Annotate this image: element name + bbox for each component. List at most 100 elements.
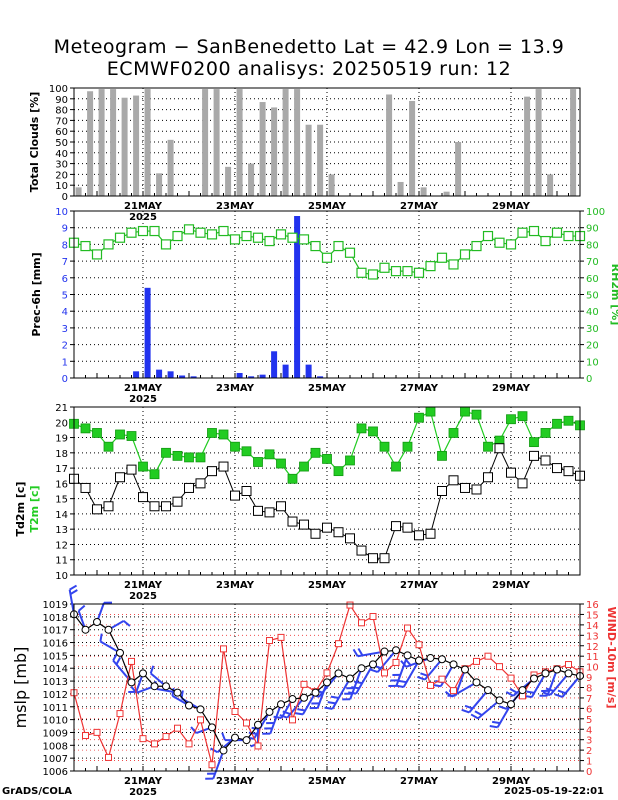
wind-barb-flag [545,687,554,693]
t2m-point [529,437,539,448]
mslp-point [300,693,308,702]
mslp-point [208,723,216,732]
cloud-bar [271,107,278,196]
temp-ytick-label: 15 [55,495,68,506]
clouds-xtick-label: 27MAY [400,201,439,212]
rh-ytick-label: 100 [586,207,605,218]
cloud-bar [420,187,427,196]
wind-point [450,687,457,695]
mslp-point [380,647,389,656]
wind-point [392,658,400,666]
temp-ytick-label: 10 [55,571,68,582]
pressure-xtick-label: 23MAY [216,776,255,787]
temp-xtick-label: 27MAY [400,580,439,591]
wind-barb-flag [99,633,103,642]
cloud-bar [156,173,163,196]
temp-xtick-label: 23MAY [216,580,255,591]
wind-barb-flag [509,687,518,694]
temp-xtick-label: 21MAY [124,580,163,591]
mslp-point [127,678,136,687]
footer-right: 2025-05-19-22:01 [504,786,604,797]
td2m-point [540,455,551,466]
temp-ytick-label: 13 [55,525,68,536]
cloud-bar [236,89,243,196]
td2m-point [115,472,125,483]
pressure-ytick-label: 1014 [43,664,68,675]
td2m-point [391,521,401,532]
wind-ytick-label: 13 [586,631,599,642]
wind-barb-flag [282,710,291,716]
precip-xtick-label: 25MAY [308,383,347,394]
temp-ytick-label: 21 [55,403,68,414]
mslp-point [357,664,366,673]
chart-subtitle: ECMWF0200 analisys: 20250519 run: 12 [106,58,512,80]
td2m-point [80,482,91,493]
rh-point [356,267,367,278]
rh-point [436,252,448,263]
t2m-point [506,414,516,425]
mslp-point [541,669,550,678]
clouds-ytick-label: 20 [55,170,68,181]
rh-point [310,240,321,252]
rh-point [252,232,264,243]
mslp-point [93,617,101,626]
wind-ytick-label: 14 [586,621,599,632]
pressure-ytick-label: 1006 [43,767,68,778]
rh-point [448,259,459,270]
temp-xtick-label: 25MAY [308,580,347,591]
cloud-bar [535,89,542,196]
cloud-bar [213,89,220,196]
rh-point [425,261,436,272]
precip-ytick-label: 0 [62,374,68,385]
t2m-point [345,455,355,466]
t2m-point [563,415,574,426]
wind-ytick-label: 12 [586,642,599,653]
rh-point [551,227,563,238]
td2m-point [218,461,229,472]
cloud-bar [524,96,531,196]
td2m-point [149,501,160,512]
mslp-point [564,669,573,678]
t2m-ylabel: T2m [c] [28,485,41,532]
wind-barb-flag [273,715,282,719]
mslp-point [553,665,561,674]
t2m-point [322,454,332,464]
pressure-ytick-label: 1012 [43,690,68,701]
t2m-point [92,428,102,438]
wind-barb-flag [294,712,304,716]
clouds-ytick-label: 0 [62,192,68,203]
rh-point [229,234,241,245]
cloud-bar [202,89,209,196]
wind-barb-flag [348,691,357,695]
td2m-point [494,443,505,454]
clouds-ytick-label: 90 [55,95,68,106]
precip-bar [305,364,312,378]
wind-point [185,740,193,748]
mslp-point [185,701,193,710]
temp-xtick-year: 2025 [129,591,157,602]
precip-xtick-year: 2025 [129,394,157,405]
clouds-xtick-label: 29MAY [492,201,531,212]
wind-barb-flag [417,676,426,681]
t2m-point [218,429,229,440]
mslp-point [530,674,538,683]
chart-title: Meteogram − SanBenedetto Lat = 42.9 Lon … [53,36,565,58]
wind-point [93,728,101,736]
temp-ytick-label: 14 [55,510,68,521]
precip-ytick-label: 4 [62,307,68,318]
mslp-point [392,646,400,655]
precip-xtick-label: 29MAY [492,383,531,394]
precip-ytick-label: 10 [55,207,68,218]
td2m-point [402,522,413,533]
td2m-point [103,501,114,512]
precip-bar [190,376,197,378]
clouds-ytick-label: 30 [55,160,68,171]
wind-point [208,761,216,769]
mslp-point [81,625,90,634]
td2m-point [529,450,539,461]
td2m-point [425,528,436,539]
wind-barb-flag [77,604,86,612]
pressure-xtick-label: 27MAY [400,776,439,787]
mslp-point [104,625,113,634]
wind-barb-flag [297,708,306,712]
